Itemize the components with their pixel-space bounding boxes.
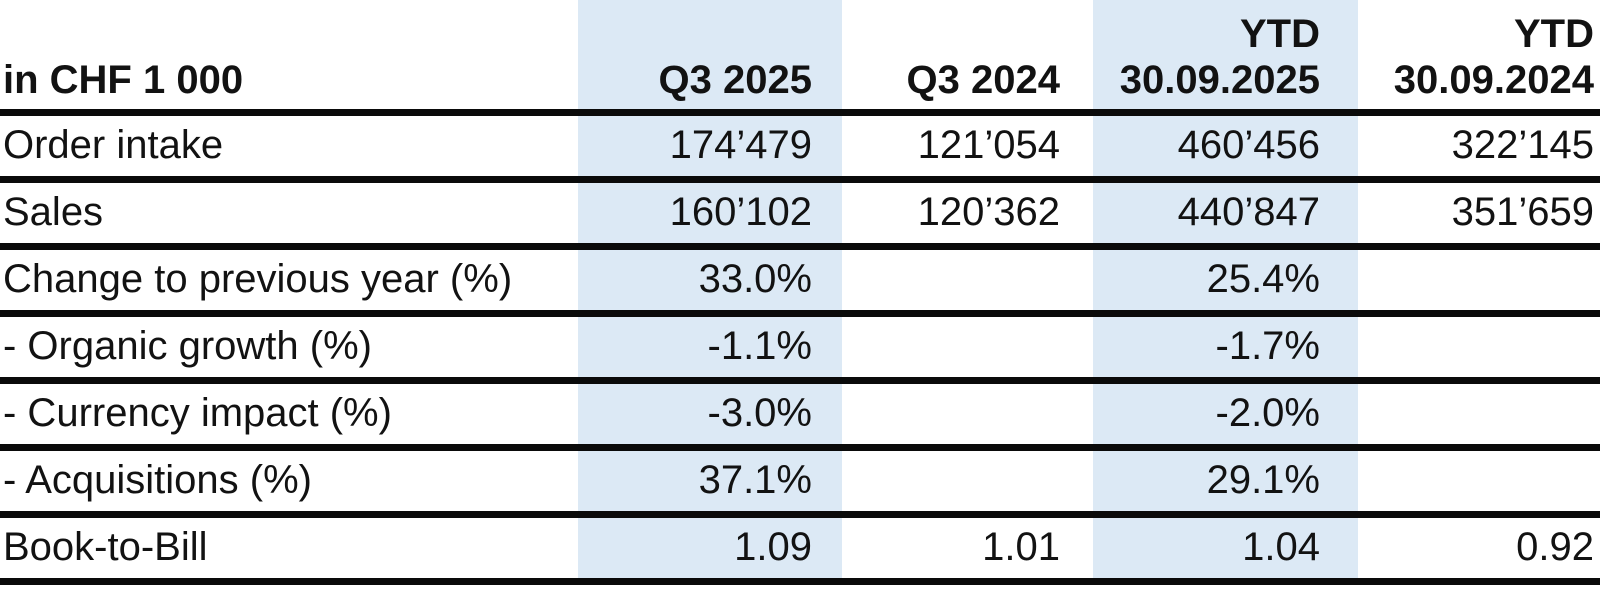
unit-header: in CHF 1 000 <box>0 0 578 116</box>
row-organic-growth: - Organic growth (%) -1.1% -1.7% <box>0 313 1600 384</box>
row-change-to-previous-year: Change to previous year (%) 33.0% 25.4% <box>0 246 1600 317</box>
cell-ytd-2025: 460’456 <box>1093 112 1358 183</box>
cell-q3-2025: 160’102 <box>578 179 842 250</box>
row-label: - Acquisitions (%) <box>0 447 578 518</box>
row-currency-impact: - Currency impact (%) -3.0% -2.0% <box>0 380 1600 451</box>
cell-ytd-2024: 322’145 <box>1358 112 1600 183</box>
header-row: in CHF 1 000 Q3 2025 Q3 2024 YTD 30.09.2… <box>0 0 1600 116</box>
row-order-intake: Order intake 174’479 121’054 460’456 322… <box>0 112 1600 183</box>
cell-ytd-2024: 0.92 <box>1358 514 1600 585</box>
column-header-ytd-2025: YTD 30.09.2025 <box>1093 0 1358 116</box>
column-header-line1: YTD <box>1514 11 1594 56</box>
column-header-q3-2024: Q3 2024 <box>842 0 1093 116</box>
cell-ytd-2025: 29.1% <box>1093 447 1358 518</box>
cell-ytd-2024 <box>1358 246 1600 317</box>
cell-ytd-2024 <box>1358 380 1600 451</box>
cell-q3-2024: 121’054 <box>842 112 1093 183</box>
row-label: Sales <box>0 179 578 250</box>
column-header-line1: YTD <box>1240 11 1320 56</box>
column-header-q3-2025: Q3 2025 <box>578 0 842 116</box>
cell-q3-2024 <box>842 447 1093 518</box>
cell-q3-2024 <box>842 246 1093 317</box>
column-header-line2: 30.09.2025 <box>1119 57 1320 102</box>
row-book-to-bill: Book-to-Bill 1.09 1.01 1.04 0.92 <box>0 514 1600 585</box>
cell-ytd-2024 <box>1358 447 1600 518</box>
column-header-line2: Q3 2024 <box>906 57 1060 102</box>
cell-q3-2024 <box>842 313 1093 384</box>
cell-ytd-2025: 440’847 <box>1093 179 1358 250</box>
cell-q3-2025: 1.09 <box>578 514 842 585</box>
column-header-line2: 30.09.2024 <box>1393 57 1594 102</box>
row-label: - Currency impact (%) <box>0 380 578 451</box>
cell-ytd-2024 <box>1358 313 1600 384</box>
cell-q3-2025: -1.1% <box>578 313 842 384</box>
column-header-line2: Q3 2025 <box>658 57 812 102</box>
cell-ytd-2024: 351’659 <box>1358 179 1600 250</box>
row-label: - Organic growth (%) <box>0 313 578 384</box>
row-label: Change to previous year (%) <box>0 246 578 317</box>
row-label: Order intake <box>0 112 578 183</box>
column-header-ytd-2024: YTD 30.09.2024 <box>1358 0 1600 116</box>
cell-q3-2024 <box>842 380 1093 451</box>
cell-ytd-2025: 25.4% <box>1093 246 1358 317</box>
cell-q3-2025: 33.0% <box>578 246 842 317</box>
cell-q3-2025: -3.0% <box>578 380 842 451</box>
cell-ytd-2025: 1.04 <box>1093 514 1358 585</box>
row-sales: Sales 160’102 120’362 440’847 351’659 <box>0 179 1600 250</box>
cell-ytd-2025: -2.0% <box>1093 380 1358 451</box>
cell-q3-2024: 120’362 <box>842 179 1093 250</box>
cell-ytd-2025: -1.7% <box>1093 313 1358 384</box>
row-label: Book-to-Bill <box>0 514 578 585</box>
cell-q3-2025: 37.1% <box>578 447 842 518</box>
cell-q3-2025: 174’479 <box>578 112 842 183</box>
cell-q3-2024: 1.01 <box>842 514 1093 585</box>
row-acquisitions: - Acquisitions (%) 37.1% 29.1% <box>0 447 1600 518</box>
